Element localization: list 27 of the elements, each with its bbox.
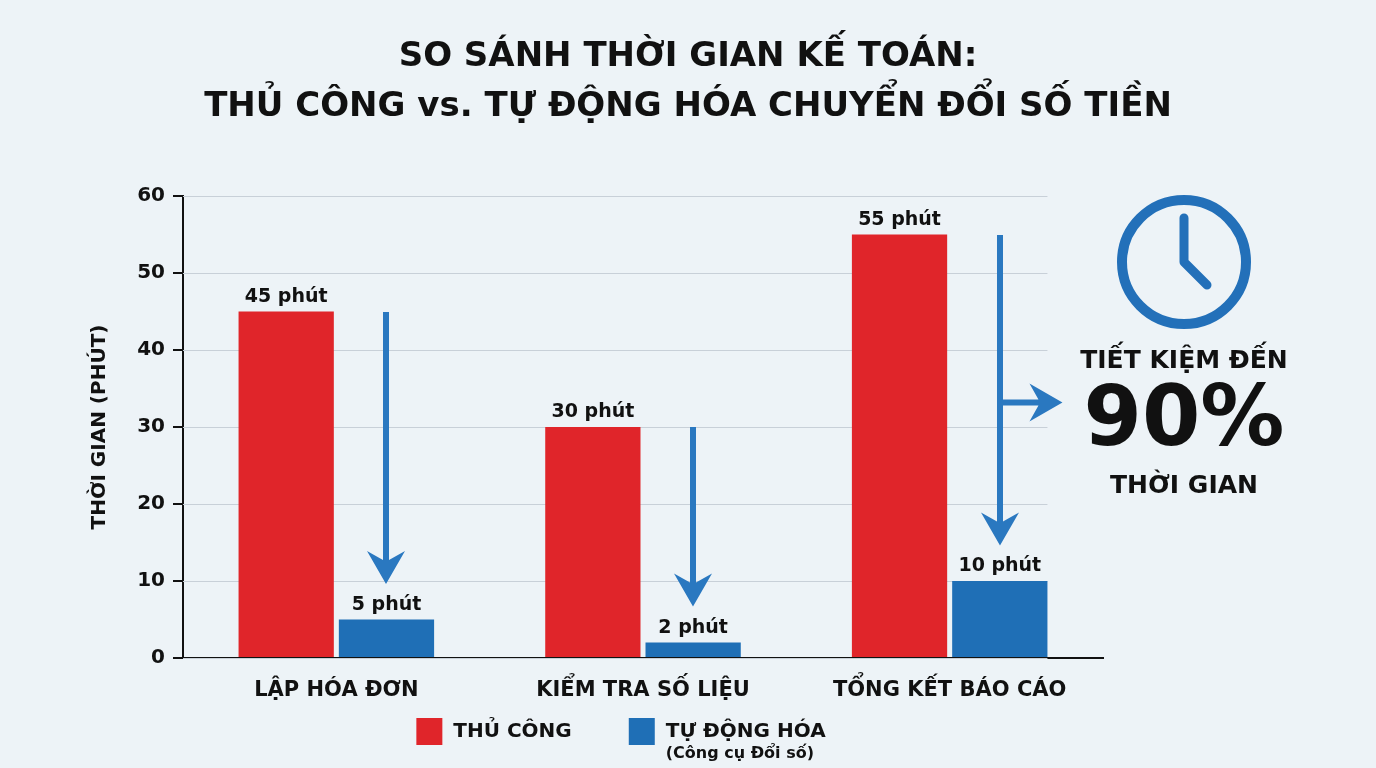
bar [338,619,435,657]
bar [545,427,641,657]
chart-title: SO SÁNH THỜI GIAN KẾ TOÁN: THỦ CÔNG vs. TỰ ĐỘNG HÓA CHUYỂN ĐỔI SỐ TIỀN [204,29,1172,124]
legend-label: TỰ ĐỘNG HÓA (Công cụ Đổi số) [665,718,827,763]
y-tick-label: 50 [137,259,165,284]
x-tick-label: TỔNG KẾT BÁO CÁO [832,672,1067,702]
data-label: 10 phút [958,553,1042,575]
bar [645,642,741,657]
bar [238,311,334,657]
y-tick-label: 0 [151,644,165,669]
x-tick-label: LẬP HÓA ĐƠN [254,675,419,702]
bar [952,581,1048,657]
data-label: 45 phút [244,283,328,306]
x-tick-label: KIỂM TRA SỐ LIỆU [536,673,750,702]
data-label: 2 phút [658,614,728,637]
text: THỜI GIAN [1110,468,1258,499]
y-tick-label: 10 [137,567,165,592]
y-tick-label: 20 [137,490,165,515]
data-label: 55 phút [858,206,941,229]
data-label: 5 phút [351,591,422,614]
y-tick-label: 40 [137,336,165,361]
y-tick-label: 60 [137,182,165,207]
legend-label: THỦ CÔNG [453,717,572,743]
y-tick-label: 30 [137,413,165,438]
bar [851,234,948,657]
y-axis-title: THỜI GIAN (PHÚT) [86,324,111,530]
data-label: 30 phút [551,399,635,421]
